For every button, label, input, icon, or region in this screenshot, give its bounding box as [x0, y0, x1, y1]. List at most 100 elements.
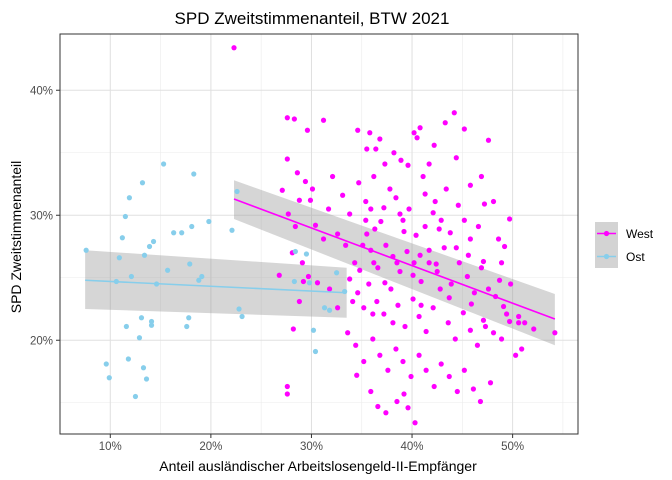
x-tick-label: 30% [300, 441, 323, 453]
data-point-west [329, 173, 336, 180]
data-point-ost [187, 261, 193, 267]
data-point-west [364, 146, 370, 152]
data-point-west [471, 290, 477, 296]
data-point-west [363, 198, 369, 205]
data-point-west [436, 226, 442, 232]
data-point-west [432, 198, 438, 205]
data-point-west [461, 126, 467, 132]
data-point-ost [321, 305, 328, 311]
data-point-west [438, 361, 444, 367]
data-point-west [374, 298, 380, 305]
data-point-west [302, 178, 309, 185]
data-point-west [441, 245, 447, 251]
data-point-west [401, 391, 407, 397]
data-point-west [382, 280, 388, 286]
data-point-west [361, 305, 367, 311]
data-point-west [309, 186, 316, 192]
data-point-west [475, 223, 482, 230]
data-point-ost [179, 230, 185, 236]
data-point-west [284, 115, 290, 121]
data-point-west [485, 137, 492, 143]
data-point-west [513, 352, 519, 358]
data-point-west [383, 410, 389, 416]
data-point-west [446, 295, 452, 301]
data-point-west [388, 286, 394, 292]
data-point-west [516, 313, 522, 320]
data-point-west [431, 142, 437, 148]
data-point-west [552, 330, 558, 336]
data-point-west [400, 358, 406, 365]
data-point-west [395, 302, 401, 308]
data-point-west [284, 391, 290, 397]
legend-point-west [603, 230, 610, 237]
data-point-west [414, 135, 420, 141]
data-point-west [367, 130, 373, 136]
data-point-west [402, 323, 408, 330]
data-point-west [416, 352, 422, 358]
chart-title: SPD Zweitstimmenanteil, BTW 2021 [175, 9, 450, 28]
data-point-west [453, 245, 459, 251]
data-point-ost [303, 251, 310, 257]
data-point-west [393, 195, 399, 201]
data-point-west [325, 206, 332, 212]
data-point-west [481, 201, 488, 207]
data-point-west [381, 311, 387, 317]
data-point-west [490, 198, 497, 205]
data-point-west [352, 260, 358, 266]
legend-label-west: West [626, 227, 654, 241]
data-point-west [354, 372, 360, 378]
data-point-ost [126, 195, 133, 201]
data-point-west [516, 320, 522, 326]
data-point-west [470, 386, 476, 392]
data-point-west [507, 318, 513, 325]
data-point-ost [128, 273, 135, 280]
x-axis-title: Anteil ausländischer Arbeitslosengeld-II… [159, 458, 477, 474]
data-point-west [422, 223, 428, 230]
data-point-west [500, 303, 507, 310]
data-point-west [495, 236, 502, 242]
data-point-west [498, 336, 505, 342]
data-point-west [361, 358, 367, 365]
data-point-ost [229, 227, 235, 233]
data-point-ost [326, 307, 333, 313]
data-point-ost [148, 318, 155, 325]
y-axis: 20% 30% 40% [30, 85, 60, 347]
data-point-west [422, 191, 428, 197]
data-point-ost [239, 313, 245, 320]
data-point-ost [146, 243, 153, 250]
data-point-west [434, 268, 440, 275]
data-point-west [364, 231, 370, 237]
data-point-west [423, 367, 429, 373]
data-point-ost [191, 171, 197, 177]
data-point-west [347, 211, 353, 217]
data-point-west [460, 310, 466, 316]
data-point-west [355, 127, 361, 133]
panel-border [59, 33, 579, 435]
data-point-west [335, 305, 341, 311]
data-point-west [284, 383, 290, 390]
data-point-ost [171, 230, 177, 236]
data-point-west [304, 127, 311, 133]
plot-panel [59, 33, 579, 435]
data-point-west [371, 173, 377, 180]
data-point-ost [196, 277, 202, 283]
data-point-west [381, 205, 387, 211]
data-point-ost [312, 348, 319, 355]
data-point-ost [123, 323, 129, 330]
data-point-west [296, 298, 302, 305]
data-point-ost [189, 223, 195, 230]
data-point-west [478, 173, 485, 180]
data-point-ost [165, 267, 171, 273]
data-point-west [418, 278, 424, 285]
data-point-west [468, 301, 474, 307]
data-point-west [406, 206, 412, 212]
data-point-west [377, 352, 383, 358]
data-point-west [413, 232, 419, 238]
data-point-ost [139, 180, 146, 186]
data-point-west [320, 236, 327, 242]
data-point-ost [206, 218, 212, 225]
data-point-west [452, 336, 458, 342]
x-tick-label: 10% [99, 441, 122, 453]
data-point-ost [106, 375, 112, 381]
data-point-west [485, 286, 492, 292]
